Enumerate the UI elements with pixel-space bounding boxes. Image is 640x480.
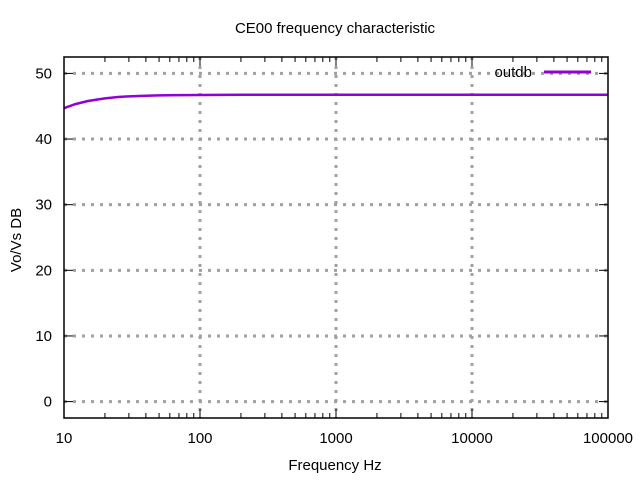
series-layer <box>63 93 608 110</box>
x-tick-label: 1000 <box>319 430 352 447</box>
x-tick-label: 10000 <box>451 430 493 447</box>
plot-frame <box>63 56 609 419</box>
y-axis-label: Vo/Vs DB <box>8 208 25 272</box>
ticks: 0 10 20 30 40 50 10 100 1000 10000 100000 <box>35 57 633 447</box>
legend: outdb <box>494 64 591 81</box>
y-tick-label: 30 <box>35 197 52 214</box>
y-tick-label: 10 <box>35 328 52 345</box>
y-tick-label: 50 <box>35 65 52 82</box>
y-tick-label: 20 <box>35 262 52 279</box>
legend-label: outdb <box>494 64 532 81</box>
x-tick-label: 10 <box>56 430 73 447</box>
chart-title: CE00 frequency characteristic <box>235 20 436 37</box>
y-tick-label: 40 <box>35 131 52 148</box>
y-tick-label: 0 <box>44 394 52 411</box>
x-tick-label: 100 <box>187 430 212 447</box>
grid <box>64 57 608 418</box>
x-tick-label: 100000 <box>583 430 633 447</box>
x-axis-label: Frequency Hz <box>288 457 381 474</box>
series-line-outdb <box>63 93 608 110</box>
